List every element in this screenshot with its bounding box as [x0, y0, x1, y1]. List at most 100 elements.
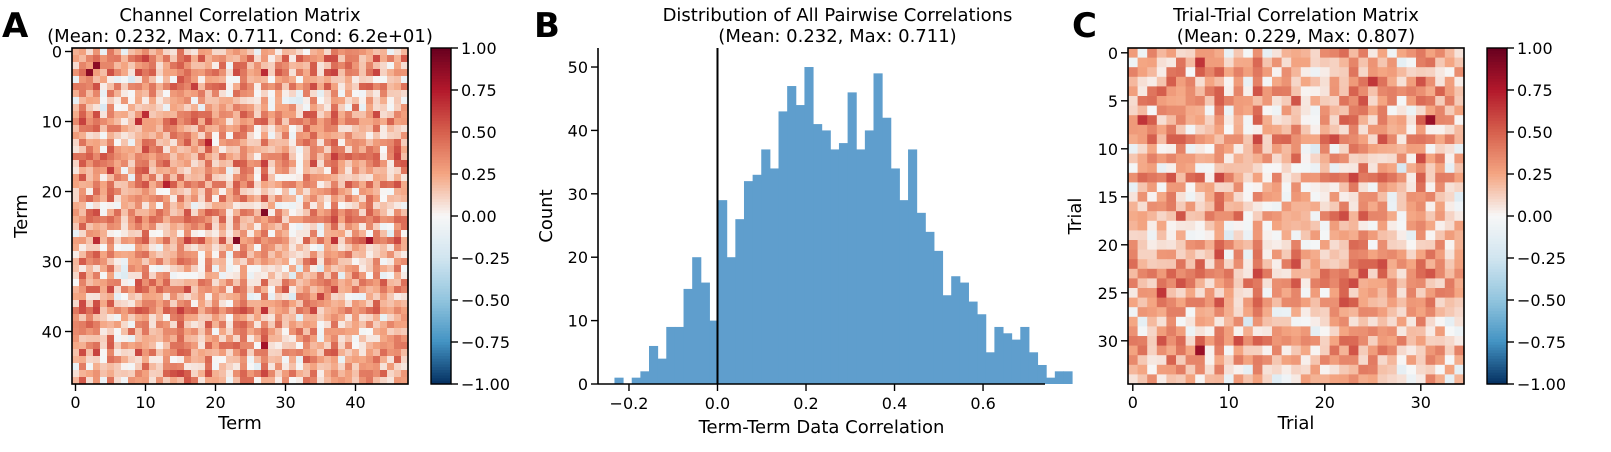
heatmap-cell — [1387, 48, 1398, 59]
heatmap-cell — [1396, 211, 1407, 222]
heatmap-cell — [359, 209, 367, 217]
heatmap-cell — [1425, 326, 1436, 337]
histogram-bar — [977, 314, 987, 384]
histogram-bar — [873, 73, 883, 385]
heatmap-cell — [1339, 220, 1350, 231]
heatmap-cell — [1128, 230, 1139, 241]
heatmap-cell — [233, 300, 241, 308]
heatmap-cell — [387, 279, 395, 287]
heatmap-cell — [107, 342, 115, 350]
heatmap-cell — [142, 160, 150, 168]
heatmap-cell — [1214, 326, 1225, 337]
heatmap-cell — [1358, 355, 1369, 366]
heatmap-cell — [107, 272, 115, 280]
heatmap-cell — [289, 104, 297, 112]
heatmap-cell — [317, 349, 325, 357]
heatmap-cell — [79, 223, 87, 231]
heatmap-cell — [219, 174, 227, 182]
heatmap-cell — [191, 356, 199, 364]
heatmap-cell — [177, 237, 185, 245]
heatmap-cell — [373, 237, 381, 245]
heatmap-cell — [387, 286, 395, 294]
heatmap-cell — [191, 272, 199, 280]
heatmap-cell — [1358, 163, 1369, 174]
heatmap-cell — [1435, 124, 1446, 135]
heatmap-cell — [303, 370, 311, 378]
heatmap-cell — [142, 97, 150, 105]
colorbar-segment — [1487, 48, 1507, 52]
heatmap-cell — [1243, 124, 1254, 135]
heatmap-cell — [338, 90, 346, 98]
heatmap-cell — [338, 370, 346, 378]
heatmap-cell — [254, 251, 262, 259]
colorbar-segment — [431, 342, 451, 346]
heatmap-cell — [226, 293, 234, 301]
heatmap-cell — [345, 90, 353, 98]
heatmap-cell — [240, 265, 248, 273]
heatmap-cell — [72, 279, 80, 287]
heatmap-cell — [380, 279, 388, 287]
heatmap-cell — [149, 223, 157, 231]
heatmap-cell — [1368, 134, 1379, 145]
heatmap-cell — [1406, 307, 1417, 318]
heatmap-cell — [107, 209, 115, 217]
heatmap-cell — [380, 216, 388, 224]
heatmap-cell — [1310, 345, 1321, 356]
heatmap-cell — [1416, 374, 1427, 385]
heatmap-cell — [359, 377, 367, 385]
colorbar-segment — [431, 202, 451, 206]
heatmap-cell — [149, 307, 157, 315]
heatmap-cell — [1454, 249, 1465, 260]
colorbar-segment — [1487, 78, 1507, 83]
heatmap-cell — [1329, 259, 1340, 270]
heatmap-cell — [324, 370, 332, 378]
heatmap-cell — [1204, 86, 1215, 97]
heatmap-cell — [142, 349, 150, 357]
heatmap-cell — [1137, 268, 1148, 279]
heatmap-cell — [1435, 76, 1446, 87]
heatmap-cell — [1224, 297, 1235, 308]
heatmap-cell — [191, 69, 199, 77]
colorbar-segment — [1487, 179, 1507, 183]
heatmap-cell — [212, 370, 220, 378]
colorbar-segment — [1487, 288, 1507, 293]
heatmap-cell — [156, 76, 164, 84]
heatmap-cell — [121, 139, 129, 147]
colorbar-segment — [1487, 101, 1507, 105]
heatmap-cell — [387, 174, 395, 182]
heatmap-cell — [86, 321, 94, 329]
heatmap-cell — [1272, 172, 1283, 183]
heatmap-cell — [380, 90, 388, 98]
heatmap-cell — [1329, 249, 1340, 260]
heatmap-cell — [282, 237, 290, 245]
heatmap-cell — [1252, 220, 1263, 231]
heatmap-cell — [233, 328, 241, 336]
heatmap-cell — [219, 83, 227, 91]
heatmap-cell — [1185, 278, 1196, 289]
heatmap-cell — [268, 230, 276, 238]
heatmap-cell — [1291, 220, 1302, 231]
heatmap-cell — [352, 272, 360, 280]
heatmap-cell — [1320, 345, 1331, 356]
colorbar-segment — [1487, 344, 1507, 349]
heatmap-cell — [72, 265, 80, 273]
heatmap-cell — [1348, 278, 1359, 289]
heatmap-cell — [1435, 345, 1446, 356]
y-tick-label: 0 — [52, 43, 62, 62]
heatmap-cell — [177, 335, 185, 343]
heatmap-cell — [296, 125, 304, 133]
heatmap-cell — [1176, 355, 1187, 366]
heatmap-cell — [254, 335, 262, 343]
colorbar-segment — [431, 302, 451, 307]
heatmap-cell — [394, 356, 402, 364]
heatmap-cell — [1204, 316, 1215, 327]
heatmap-cell — [310, 293, 318, 301]
heatmap-cell — [1185, 134, 1196, 145]
heatmap-cell — [1147, 48, 1158, 59]
heatmap-cell — [296, 300, 304, 308]
heatmap-cell — [240, 132, 248, 140]
heatmap-cell — [401, 314, 409, 322]
heatmap-cell — [1377, 355, 1388, 366]
heatmap-cell — [1137, 57, 1148, 68]
heatmap-cell — [345, 202, 353, 210]
